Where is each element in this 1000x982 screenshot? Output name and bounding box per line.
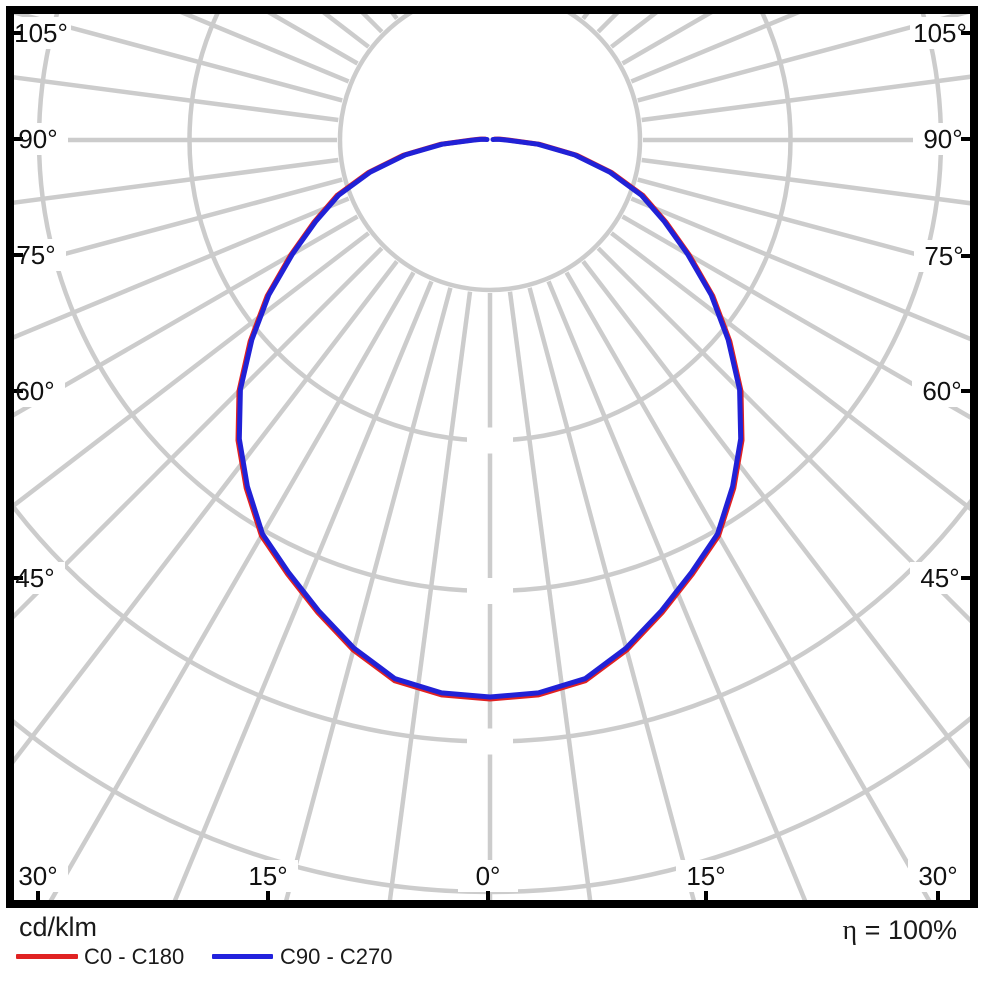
- eta-symbol: η: [842, 915, 858, 946]
- grid-radial-45: [596, 246, 970, 624]
- label-knockout: [458, 860, 518, 892]
- angle-label: 30°: [918, 861, 957, 891]
- angle-label: 90°: [923, 124, 962, 154]
- grid-radial-52.5: [610, 231, 970, 512]
- grid-radial-262.5: [14, 75, 339, 123]
- angle-label: 15°: [686, 861, 725, 891]
- grid-radial-330: [48, 271, 416, 900]
- angle-label: 60°: [922, 376, 961, 406]
- grid-radial-307.5: [14, 231, 370, 509]
- angle-label: 45°: [920, 563, 959, 593]
- angle-label: 105°: [913, 18, 967, 48]
- angle-label: 60°: [15, 376, 54, 406]
- grid-radial-315: [14, 246, 384, 620]
- grid-radial-322.5: [14, 260, 399, 765]
- grid-radial-75: [637, 177, 970, 271]
- knockout-box: [467, 728, 513, 755]
- grid-radial-285: [14, 177, 343, 270]
- grid-radial-37.5: [581, 260, 970, 770]
- grid-radial-67.5: [630, 196, 970, 342]
- grid-radial-345: [284, 287, 453, 900]
- grid-radial-255: [14, 14, 343, 103]
- angle-labels: 105° 90° 75° 60° 45° 105° 90° 75° 60° 45° 30° 15° 0°…: [5, 17, 974, 900]
- legend-label-c90-c270: C90 - C270: [280, 944, 393, 969]
- label-knockout: [676, 860, 736, 892]
- grid-radial-15: [527, 287, 696, 900]
- angle-label: 45°: [15, 563, 54, 593]
- legend-swatch-c0-c180: [16, 954, 78, 959]
- grid-radial-105: [637, 14, 969, 103]
- angle-label: 0°: [476, 861, 501, 891]
- grid-radial-82.5: [641, 157, 970, 206]
- angle-label: 90°: [18, 124, 57, 154]
- legend: C0 - C180 C90 - C270: [0, 944, 1000, 974]
- grid-radial-97.5: [641, 74, 970, 123]
- grid-radial-22.5: [546, 280, 808, 900]
- grid-radial-7.5: [507, 291, 593, 900]
- curve-C90-C270: [236, 136, 744, 700]
- label-knockout: [238, 860, 298, 892]
- angle-label: 30°: [18, 861, 57, 891]
- angle-label: 75°: [924, 241, 963, 271]
- angle-label: 75°: [16, 240, 55, 270]
- knockout-box: [467, 578, 513, 604]
- grid-radial-292.5: [14, 196, 350, 340]
- angle-label: 15°: [248, 861, 287, 891]
- label-knockout: [910, 17, 970, 49]
- plot-frame: [6, 6, 978, 908]
- grid-ring-4: [14, 498, 970, 744]
- knockout-box: [467, 427, 513, 454]
- label-knockout: [908, 860, 968, 892]
- grid-radial-277.5: [14, 157, 339, 205]
- grid-radial-30: [564, 271, 932, 900]
- grid-radial-60: [621, 214, 970, 420]
- label-knockout: [910, 562, 970, 594]
- efficiency-percent: 100%: [887, 915, 957, 945]
- grid-radial-300: [14, 214, 359, 418]
- axis-knockouts: [467, 427, 513, 755]
- legend-swatch-c90-c270: [212, 954, 273, 959]
- units-label: cd/klm: [19, 912, 98, 942]
- grid-ring-1: [337, 14, 643, 293]
- angle-label: 105°: [14, 18, 68, 48]
- label-knockout: [8, 860, 68, 892]
- grid-radial-337.5: [172, 280, 434, 900]
- legend-label-c0-c180: C0 - C180: [84, 944, 185, 969]
- efficiency-value: η = 100%: [842, 915, 958, 946]
- grid-radial-352.5: [387, 291, 473, 900]
